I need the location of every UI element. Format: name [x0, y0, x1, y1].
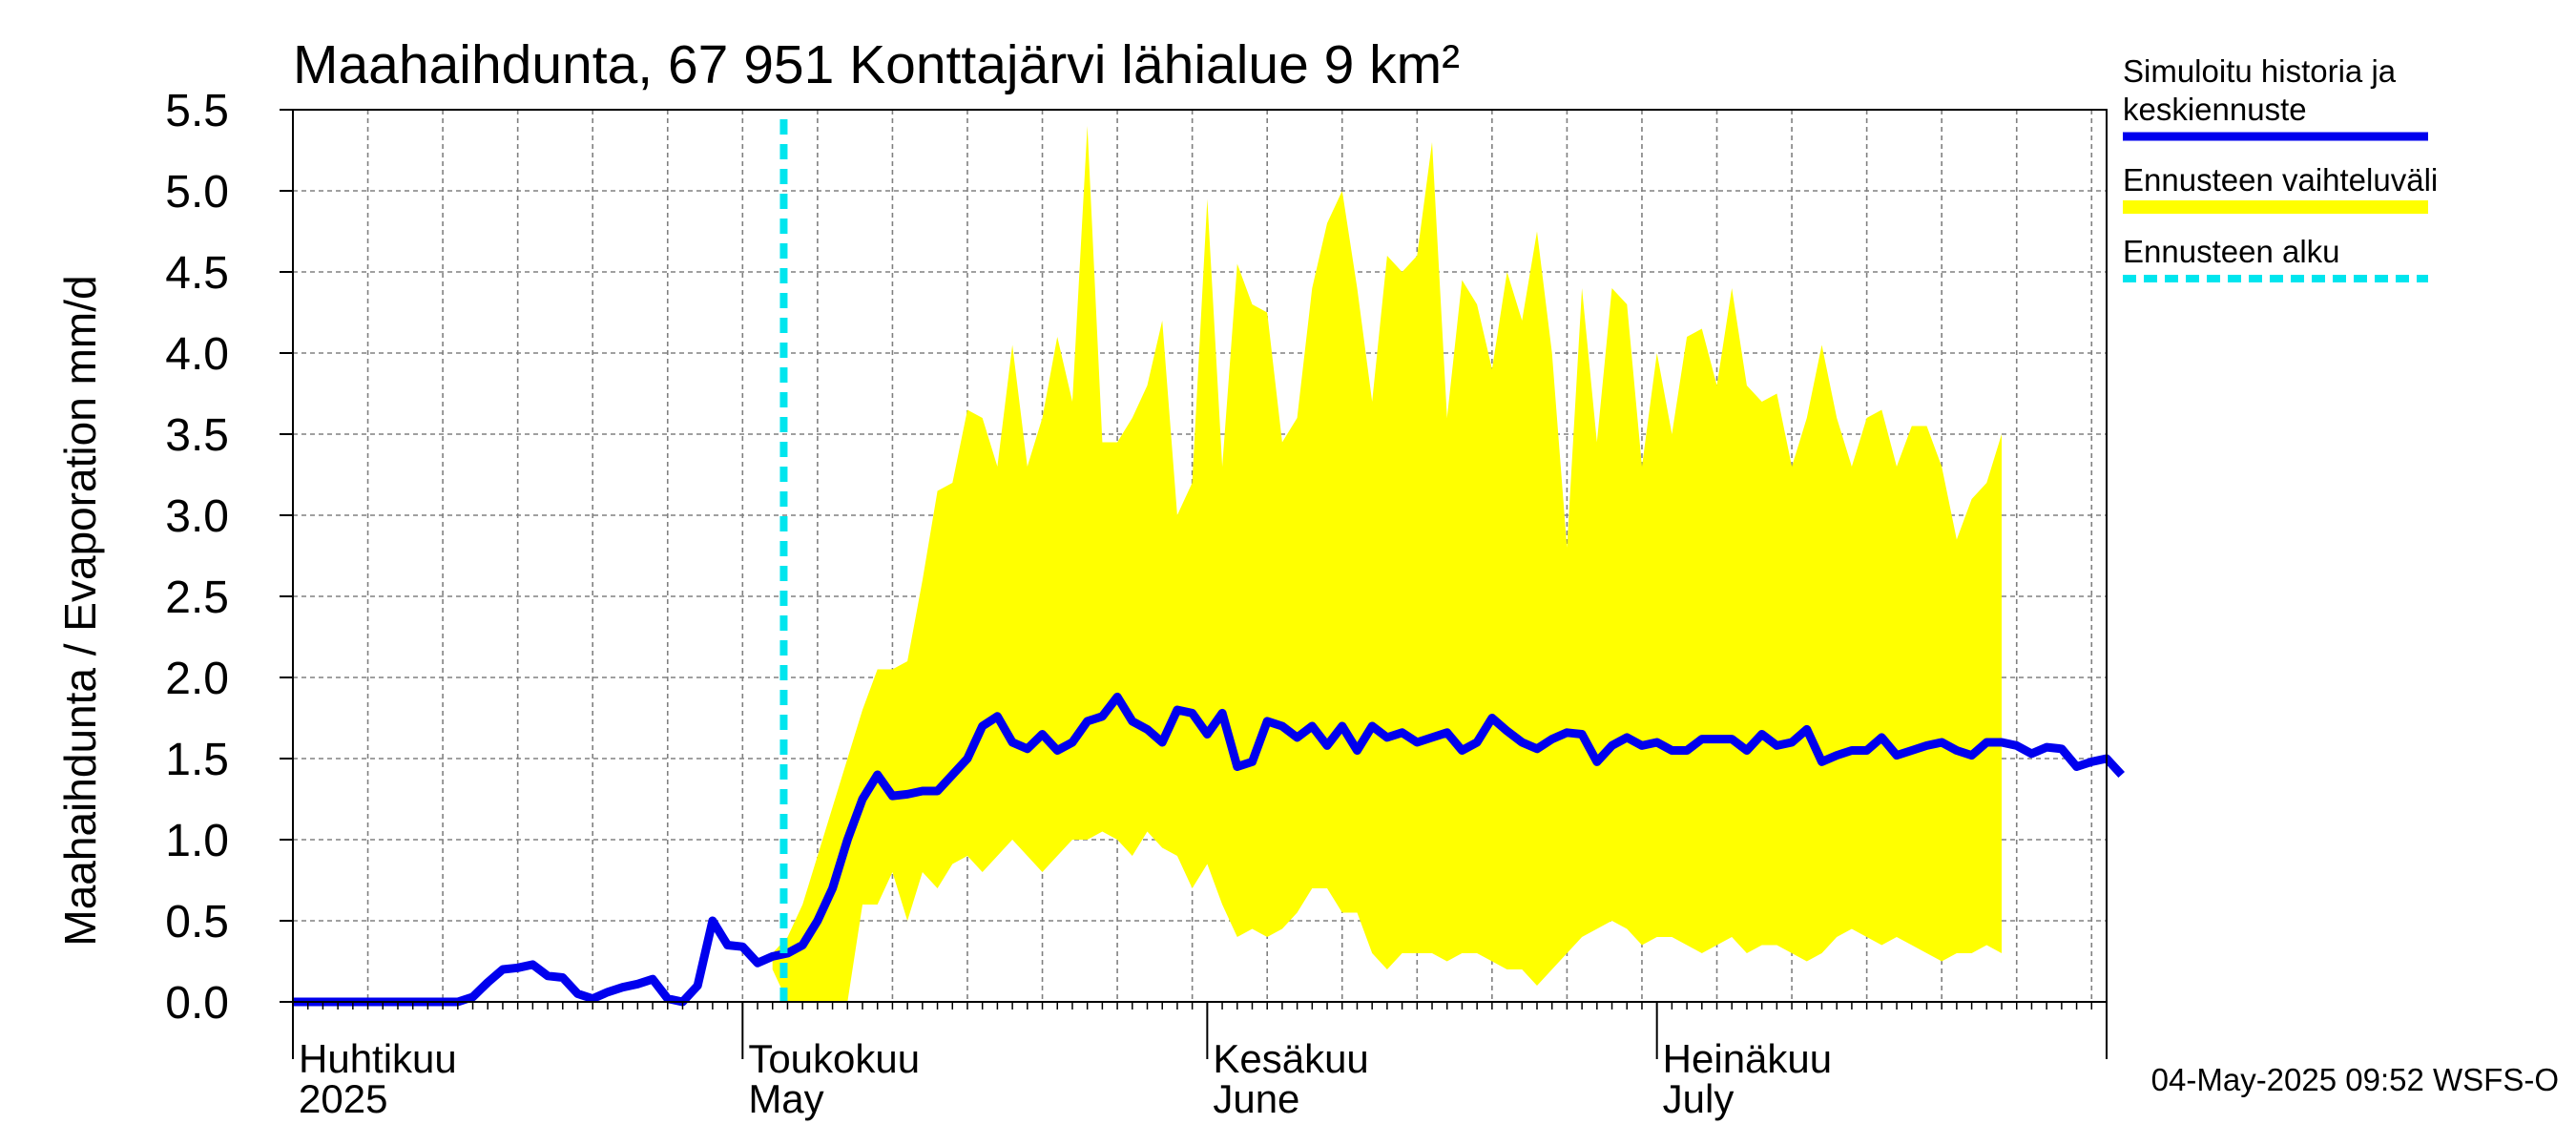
month-sublabel: July	[1663, 1076, 1735, 1121]
y-tick-label: 3.0	[165, 491, 229, 542]
mean-series-line	[293, 692, 2126, 1007]
legend-label: keskiennuste	[2123, 92, 2307, 127]
chart-title: Maahaihdunta, 67 951 Konttajärvi lähialu…	[293, 34, 1460, 95]
legend-label: Ennusteen alku	[2123, 234, 2340, 269]
y-tick-label: 4.5	[165, 248, 229, 299]
y-tick-labels: 0.0 0.5 1.0 1.5 2.0 2.5 3.0 3.5 4.0 4.5 5.0 5.5	[165, 86, 229, 1029]
axes	[280, 109, 2108, 1059]
y-tick-label: 2.0	[165, 654, 229, 704]
month-sublabel: 2025	[299, 1076, 387, 1121]
month-label: Kesäkuu	[1213, 1036, 1368, 1081]
y-tick-label: 3.5	[165, 410, 229, 461]
y-tick-label: 1.5	[165, 735, 229, 785]
y-tick-label: 5.0	[165, 167, 229, 218]
month-sublabel: May	[748, 1076, 823, 1121]
y-axis-label: Maahaihdunta / Evaporation mm/d	[55, 275, 105, 946]
month-sublabel: June	[1213, 1076, 1299, 1121]
month-label: Huhtikuu	[299, 1036, 457, 1081]
legend-label: Simuloitu historia ja	[2123, 53, 2397, 89]
y-tick-label: 0.5	[165, 897, 229, 947]
legend-label: Ennusteen vaihteluväli	[2123, 162, 2438, 198]
y-tick-label: 4.0	[165, 329, 229, 380]
forecast-range-layer	[772, 126, 2003, 1002]
month-label: Heinäkuu	[1663, 1036, 1832, 1081]
forecast-range-band	[772, 126, 2003, 1002]
plot-frame	[292, 109, 2108, 1003]
timestamp-footer: 04-May-2025 09:52 WSFS-O	[2151, 1062, 2559, 1097]
y-tick-label: 5.5	[165, 86, 229, 136]
y-tick-label: 2.5	[165, 572, 229, 623]
month-label: Toukokuu	[748, 1036, 920, 1081]
y-tick-label: 0.0	[165, 978, 229, 1029]
mean-series-layer	[293, 692, 2126, 1007]
y-tick-label: 1.0	[165, 816, 229, 866]
